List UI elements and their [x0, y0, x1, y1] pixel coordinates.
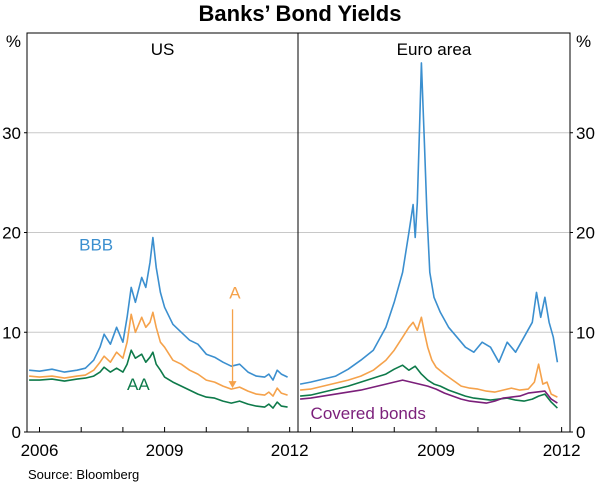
y-tick-label-us-20: 20: [2, 224, 21, 243]
y-unit-label-us: %: [6, 32, 21, 51]
y-unit-label-euro: %: [576, 32, 591, 51]
x-tick-label-us-2012: 2012: [271, 441, 309, 460]
series-label-us-aa: AA: [127, 375, 150, 394]
panel-title-euro: Euro area: [397, 40, 472, 59]
y-tick-label-us-0: 0: [12, 423, 21, 442]
x-tick-label-us-2009: 2009: [146, 441, 184, 460]
y-tick-label-euro-10: 10: [576, 323, 595, 342]
x-tick-label-euro-2012: 2012: [543, 441, 581, 460]
panel-euro: 0 10 20 30% Euro area 2009 2012 Covered bonds: [297, 32, 595, 460]
series-label-us-a: A: [229, 283, 241, 302]
y-tick-label-euro-0: 0: [576, 423, 585, 442]
source-note: Source: Bloomberg: [28, 467, 140, 482]
series-line-euro-a: [300, 316, 558, 398]
series-line-us-a: [29, 311, 288, 397]
panel-title-us: US: [151, 40, 175, 59]
series-line-us-bbb: [29, 236, 288, 381]
series-label-us-bbb: BBB: [79, 235, 113, 254]
y-tick-label-euro-20: 20: [576, 224, 595, 243]
y-tick-label-euro-30: 30: [576, 124, 595, 143]
y-tick-label-us-10: 10: [2, 323, 21, 342]
x-tick-label-us-2006: 2006: [21, 441, 59, 460]
series-line-euro-bbb: [299, 62, 559, 385]
x-tick-label-euro-2009: 2009: [417, 441, 455, 460]
arrow-head-a: [228, 381, 237, 389]
series-line-euro-aa: [300, 364, 558, 409]
series-line-euro-covered: [300, 379, 558, 404]
y-tick-label-us-30: 30: [2, 124, 21, 143]
series-label-euro-covered: Covered bonds: [311, 404, 426, 423]
chart-title: Banks’ Bond Yields: [198, 1, 402, 26]
series-line-us-aa: [29, 349, 288, 409]
